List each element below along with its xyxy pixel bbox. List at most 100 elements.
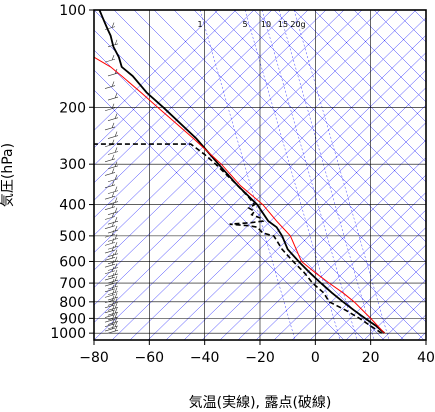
background-line xyxy=(255,174,426,340)
wind-barb xyxy=(104,154,116,163)
background-line xyxy=(233,10,426,203)
wind-barb xyxy=(104,319,116,327)
wind-barb xyxy=(104,260,116,268)
wind-barb xyxy=(107,147,119,155)
background-line xyxy=(333,10,426,103)
background-line xyxy=(237,157,426,340)
wind-barb xyxy=(104,202,116,211)
mixing-ratio-line xyxy=(278,10,375,340)
background-line xyxy=(327,244,426,340)
background-line xyxy=(213,10,426,223)
wind-barb xyxy=(104,315,116,323)
wind-barb xyxy=(107,92,119,101)
wind-barb xyxy=(104,323,116,332)
wind-barb xyxy=(104,212,116,220)
background-line xyxy=(309,227,426,340)
background-line xyxy=(94,10,273,184)
background-line xyxy=(219,139,426,340)
background-line xyxy=(94,10,219,131)
wind-barb xyxy=(104,55,116,63)
background-line xyxy=(173,10,426,263)
wind-barb xyxy=(104,192,116,200)
wind-barb xyxy=(107,131,119,139)
background-line xyxy=(113,10,426,323)
wind-barb xyxy=(104,295,116,303)
mixing-ratio-label: 20g xyxy=(290,20,305,29)
background-line xyxy=(193,10,426,243)
background-line xyxy=(183,104,426,340)
x-tick-label: −60 xyxy=(135,350,165,366)
background-line xyxy=(94,10,237,149)
wind-barb xyxy=(104,300,116,309)
wind-barb xyxy=(104,278,116,287)
y-tick-label: 100 xyxy=(59,3,86,19)
mixing-ratio-label: 10 xyxy=(261,20,271,29)
background-line xyxy=(129,52,426,340)
background-line xyxy=(293,10,426,143)
mixing-ratio-label: 1 xyxy=(197,20,202,29)
x-tick-label: −80 xyxy=(79,350,109,366)
wind-barb xyxy=(104,103,116,112)
wind-barb xyxy=(107,326,119,334)
mixing-ratio-label: 5 xyxy=(242,20,247,29)
wind-barb xyxy=(107,234,119,242)
background-line xyxy=(94,10,345,253)
wind-barb xyxy=(107,225,119,234)
background-line xyxy=(94,49,385,340)
wind-barb xyxy=(107,113,119,121)
wind-barb xyxy=(104,122,116,131)
background-line xyxy=(111,34,426,340)
background-line xyxy=(94,10,363,271)
background-line xyxy=(253,10,426,183)
wind-barb xyxy=(104,310,116,318)
background-line xyxy=(273,192,426,340)
wind-barb xyxy=(107,207,119,215)
background-line xyxy=(94,10,291,201)
wind-barb xyxy=(104,238,116,246)
dewpoint-line xyxy=(94,143,383,334)
wind-barb xyxy=(107,186,119,194)
background-line xyxy=(94,10,309,219)
background-line xyxy=(94,29,405,340)
wind-barb xyxy=(104,266,116,275)
y-axis-title: 気圧(hPa) xyxy=(0,143,16,207)
background-line xyxy=(94,10,255,166)
wind-barb xyxy=(104,272,116,281)
wind-barb xyxy=(107,321,119,330)
mixing-ratio-line xyxy=(199,10,296,340)
mixing-ratio-line xyxy=(261,10,358,340)
background-line xyxy=(94,17,426,340)
wind-barb xyxy=(104,81,116,89)
background-line xyxy=(313,10,426,123)
background-line xyxy=(133,10,426,303)
y-tick-label: 900 xyxy=(59,311,86,327)
y-tick-label: 1000 xyxy=(50,326,86,342)
background-line xyxy=(94,10,381,288)
temperature-line xyxy=(98,10,386,334)
background-line xyxy=(345,262,426,340)
x-tick-label: 20 xyxy=(362,350,380,366)
wind-barb xyxy=(104,290,116,298)
wind-barb xyxy=(104,221,116,229)
background-line xyxy=(363,279,426,340)
wind-barb xyxy=(107,217,119,225)
reference-line xyxy=(94,56,385,334)
x-tick-label: −40 xyxy=(190,350,220,366)
wind-barb xyxy=(104,284,116,293)
x-tick-label: 0 xyxy=(311,350,320,366)
x-tick-label: −20 xyxy=(245,350,275,366)
background-line xyxy=(165,87,426,340)
wind-barb xyxy=(107,174,119,183)
background-line xyxy=(273,10,426,163)
mixing-ratio-label: 15 xyxy=(278,20,288,29)
wind-barb xyxy=(107,197,119,205)
mixing-ratio-line xyxy=(293,10,390,340)
wind-barb xyxy=(104,168,116,176)
y-tick-label: 300 xyxy=(59,157,86,173)
background-line xyxy=(94,89,345,340)
y-tick-label: 700 xyxy=(59,276,86,292)
background-line xyxy=(353,10,426,83)
wind-barb xyxy=(107,161,119,170)
y-tick-label: 600 xyxy=(59,254,86,270)
